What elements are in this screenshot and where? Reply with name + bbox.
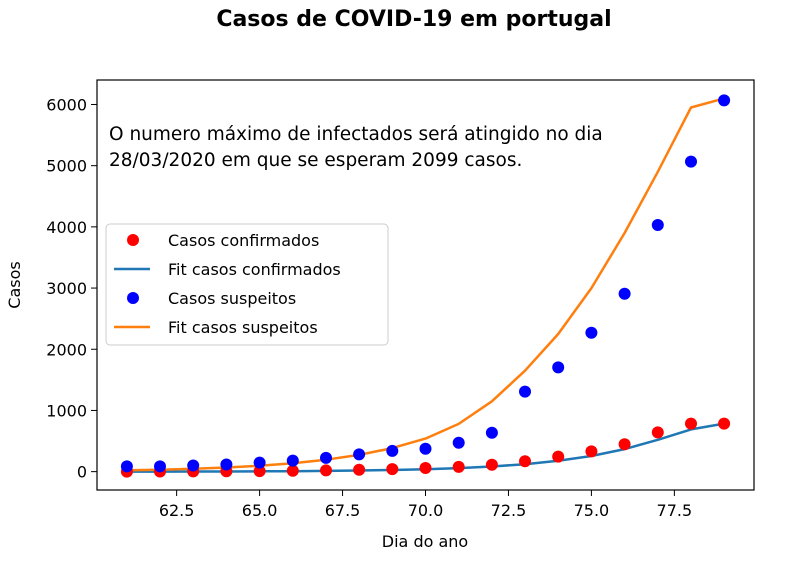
legend-marker-confirmados [127,234,139,246]
data-point-s0-14 [585,445,598,458]
x-tick-label-0: 62.5 [159,501,195,520]
data-point-s0-10 [452,460,465,473]
x-axis-label: Dia do ano [382,532,468,551]
legend-label-suspeitos: Casos suspeitos [168,289,296,308]
annotation-line-1: O numero máximo de infectados será ating… [109,124,603,145]
x-tick-label-3: 70.0 [408,501,444,520]
data-point-s2-1 [154,460,166,473]
data-point-s2-16 [651,219,664,231]
data-point-s2-11 [485,426,498,439]
y-tick-label-0: 0 [77,463,87,482]
y-tick-label-4: 4000 [46,218,87,237]
y-tick-label-3: 3000 [46,279,87,298]
legend-label-fit-confirmados: Fit casos confirmados [168,260,341,279]
data-point-s2-9 [419,442,432,455]
x-tick-label-6: 77.5 [657,501,693,520]
data-point-s2-17 [685,155,697,168]
data-point-s2-14 [585,326,598,339]
data-point-s0-9 [419,462,432,474]
x-tick-label-4: 72.5 [491,501,527,520]
data-point-s0-7 [353,463,366,476]
x-tick-label-1: 65.0 [242,501,278,520]
data-point-s2-12 [519,385,531,398]
y-tick-label-1: 1000 [46,401,87,420]
y-tick-label-2: 2000 [46,340,87,359]
y-axis: 0 1000 2000 3000 4000 5000 6000 [46,95,97,482]
y-tick-label-6: 6000 [46,95,87,114]
legend-marker-suspeitos [127,292,139,304]
data-point-s2-7 [353,448,366,461]
data-point-s0-18 [718,417,731,430]
legend-label-confirmados: Casos confirmados [168,231,319,250]
data-point-s0-4 [253,465,266,478]
data-point-s2-18 [718,94,731,107]
data-point-s0-11 [485,458,498,471]
x-axis: 62.5 65.0 67.5 70.0 72.5 75.0 77.5 [159,490,692,520]
annotation-line-2: 28/03/2020 em que se esperam 2099 casos. [109,150,522,171]
legend-label-fit-suspeitos: Fit casos suspeitos [168,318,318,337]
data-point-s0-5 [286,464,299,477]
data-point-s2-0 [120,460,133,473]
y-axis-label: Casos [5,261,24,308]
x-tick-label-5: 75.0 [574,501,610,520]
y-tick-label-5: 5000 [46,157,87,176]
data-point-s0-16 [651,426,664,439]
data-point-s2-4 [253,456,266,469]
chart-title: Casos de COVID-19 em portugal [216,7,611,32]
data-point-s0-15 [618,438,631,451]
data-point-s2-2 [187,459,200,472]
data-point-s0-8 [386,463,399,476]
legend-box [105,223,389,346]
data-point-s2-3 [220,458,233,471]
data-point-s0-12 [519,455,531,468]
data-point-s2-5 [286,454,299,467]
data-point-s0-6 [320,464,332,477]
data-point-s0-17 [685,417,697,430]
data-point-s2-8 [386,444,399,457]
data-point-s2-6 [320,451,332,464]
scatter-points [120,94,731,478]
legend: Casos confirmados Fit casos confirmados … [105,223,389,346]
x-tick-label-2: 67.5 [325,501,361,520]
data-point-s2-15 [618,287,631,300]
data-point-s2-10 [452,436,465,449]
data-point-s0-13 [552,450,565,463]
data-point-s2-13 [552,361,565,374]
